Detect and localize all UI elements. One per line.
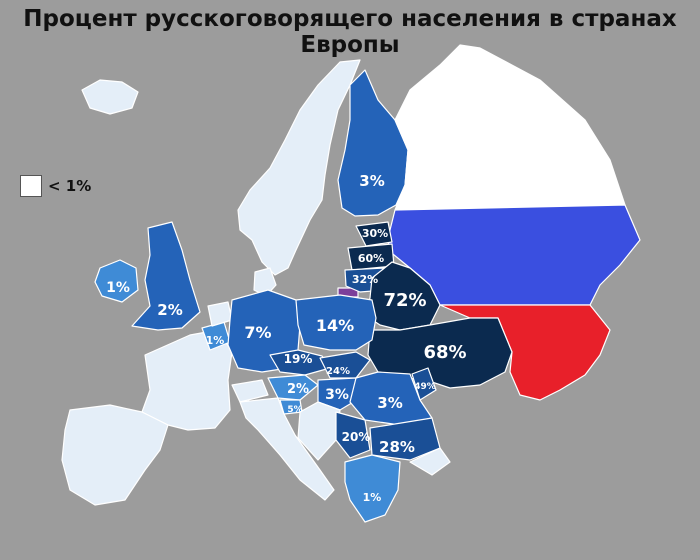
label-bulgaria: 28% — [379, 438, 415, 456]
austria — [267, 374, 319, 401]
uk — [131, 221, 201, 331]
label-finland: 3% — [359, 172, 384, 190]
russia-flag-white — [394, 44, 626, 211]
label-lithuania: 32% — [352, 273, 378, 286]
netherlands — [207, 301, 233, 327]
iberia — [61, 404, 169, 506]
scandinavia — [237, 59, 361, 276]
finland — [337, 69, 409, 217]
label-belarus: 72% — [383, 290, 426, 311]
legend-swatch — [20, 175, 42, 197]
label-slovakia: 24% — [326, 366, 350, 377]
moldova — [411, 367, 437, 401]
ireland — [94, 259, 139, 303]
iceland — [81, 79, 139, 115]
poland — [295, 294, 377, 351]
label-latvia: 60% — [358, 252, 384, 265]
label-austria: 2% — [287, 382, 309, 397]
label-poland: 14% — [316, 316, 354, 335]
legend-label: < 1% — [48, 177, 92, 195]
estonia — [355, 221, 393, 247]
slovakia — [319, 351, 371, 379]
label-serbia: 20% — [342, 430, 371, 444]
map-title: Процент русскоговорящего населения в стр… — [23, 6, 677, 58]
label-belgium: 1% — [206, 334, 225, 347]
switzerland — [231, 379, 269, 403]
bulgaria — [369, 417, 441, 461]
label-moldova: 49% — [414, 382, 436, 392]
turkey — [409, 447, 451, 476]
label-ukraine: 68% — [423, 342, 466, 363]
label-greece: 1% — [363, 491, 382, 504]
italy — [239, 397, 335, 501]
label-czechia: 19% — [284, 352, 313, 366]
label-hungary: 3% — [325, 387, 349, 403]
serbia — [335, 411, 371, 459]
legend: < 1% — [20, 175, 91, 197]
greece — [344, 454, 401, 523]
label-slovenia: 5% — [287, 405, 302, 415]
label-uk: 2% — [157, 301, 182, 319]
label-ireland: 1% — [106, 280, 130, 296]
label-romania: 3% — [377, 394, 402, 412]
label-estonia: 30% — [362, 227, 388, 240]
label-germany: 7% — [244, 323, 271, 342]
